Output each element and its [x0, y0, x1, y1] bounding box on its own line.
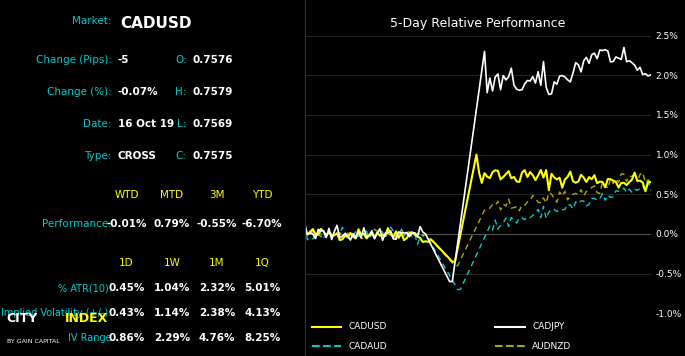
Text: O:: O: — [175, 55, 187, 65]
Text: % ATR(10):: % ATR(10): — [58, 283, 112, 293]
Text: 0.7569: 0.7569 — [193, 119, 233, 129]
Text: -0.01%: -0.01% — [106, 219, 147, 229]
Text: CITY: CITY — [7, 312, 38, 325]
Text: 4.13%: 4.13% — [244, 308, 280, 318]
Text: Date:: Date: — [83, 119, 112, 129]
Text: CADUSD: CADUSD — [121, 16, 192, 31]
Text: -6.70%: -6.70% — [242, 219, 282, 229]
Text: C:: C: — [176, 151, 187, 161]
Text: L:: L: — [177, 119, 187, 129]
Text: 0.86%: 0.86% — [108, 333, 145, 343]
Text: Market:: Market: — [72, 16, 112, 26]
Text: Implied Volatility (+/-):: Implied Volatility (+/-): — [1, 308, 112, 318]
Text: Performance:: Performance: — [42, 219, 112, 229]
Text: 1.04%: 1.04% — [153, 283, 190, 293]
Text: Type:: Type: — [84, 151, 112, 161]
Text: H:: H: — [175, 87, 187, 97]
Text: MTD: MTD — [160, 190, 184, 200]
Text: 5.01%: 5.01% — [244, 283, 280, 293]
Text: 1D: 1D — [119, 258, 134, 268]
Text: WTD: WTD — [114, 190, 139, 200]
Text: 0.43%: 0.43% — [108, 308, 145, 318]
Text: CADAUD: CADAUD — [349, 341, 388, 351]
Text: 2.29%: 2.29% — [153, 333, 190, 343]
Title: 5-Day Relative Performance: 5-Day Relative Performance — [390, 17, 566, 30]
Text: 2.38%: 2.38% — [199, 308, 235, 318]
Text: -0.55%: -0.55% — [197, 219, 237, 229]
Text: INDEX: INDEX — [64, 312, 108, 325]
Text: 2.32%: 2.32% — [199, 283, 235, 293]
Text: CADJPY: CADJPY — [532, 322, 564, 331]
Text: 16 Oct 19: 16 Oct 19 — [118, 119, 174, 129]
Text: AUDNZD: AUDNZD — [532, 341, 571, 351]
Text: 0.7576: 0.7576 — [193, 55, 234, 65]
Text: -5: -5 — [118, 55, 129, 65]
Text: 0.79%: 0.79% — [153, 219, 190, 229]
Text: CADUSD: CADUSD — [349, 322, 387, 331]
Text: 1M: 1M — [209, 258, 225, 268]
Text: Change (%):: Change (%): — [47, 87, 112, 97]
Text: 3M: 3M — [209, 190, 225, 200]
Text: Change (Pips):: Change (Pips): — [36, 55, 112, 65]
Text: 1W: 1W — [163, 258, 180, 268]
Text: 4.76%: 4.76% — [199, 333, 235, 343]
Text: IV Range: IV Range — [68, 333, 112, 343]
Text: 1.14%: 1.14% — [153, 308, 190, 318]
Text: -0.07%: -0.07% — [118, 87, 158, 97]
Text: 0.7579: 0.7579 — [193, 87, 234, 97]
Text: CROSS: CROSS — [118, 151, 156, 161]
Text: 8.25%: 8.25% — [244, 333, 280, 343]
Text: YTD: YTD — [252, 190, 273, 200]
Text: 1Q: 1Q — [255, 258, 270, 268]
Text: 0.7575: 0.7575 — [193, 151, 234, 161]
Text: 0.45%: 0.45% — [108, 283, 145, 293]
Text: BY GAIN CAPITAL: BY GAIN CAPITAL — [7, 339, 60, 344]
